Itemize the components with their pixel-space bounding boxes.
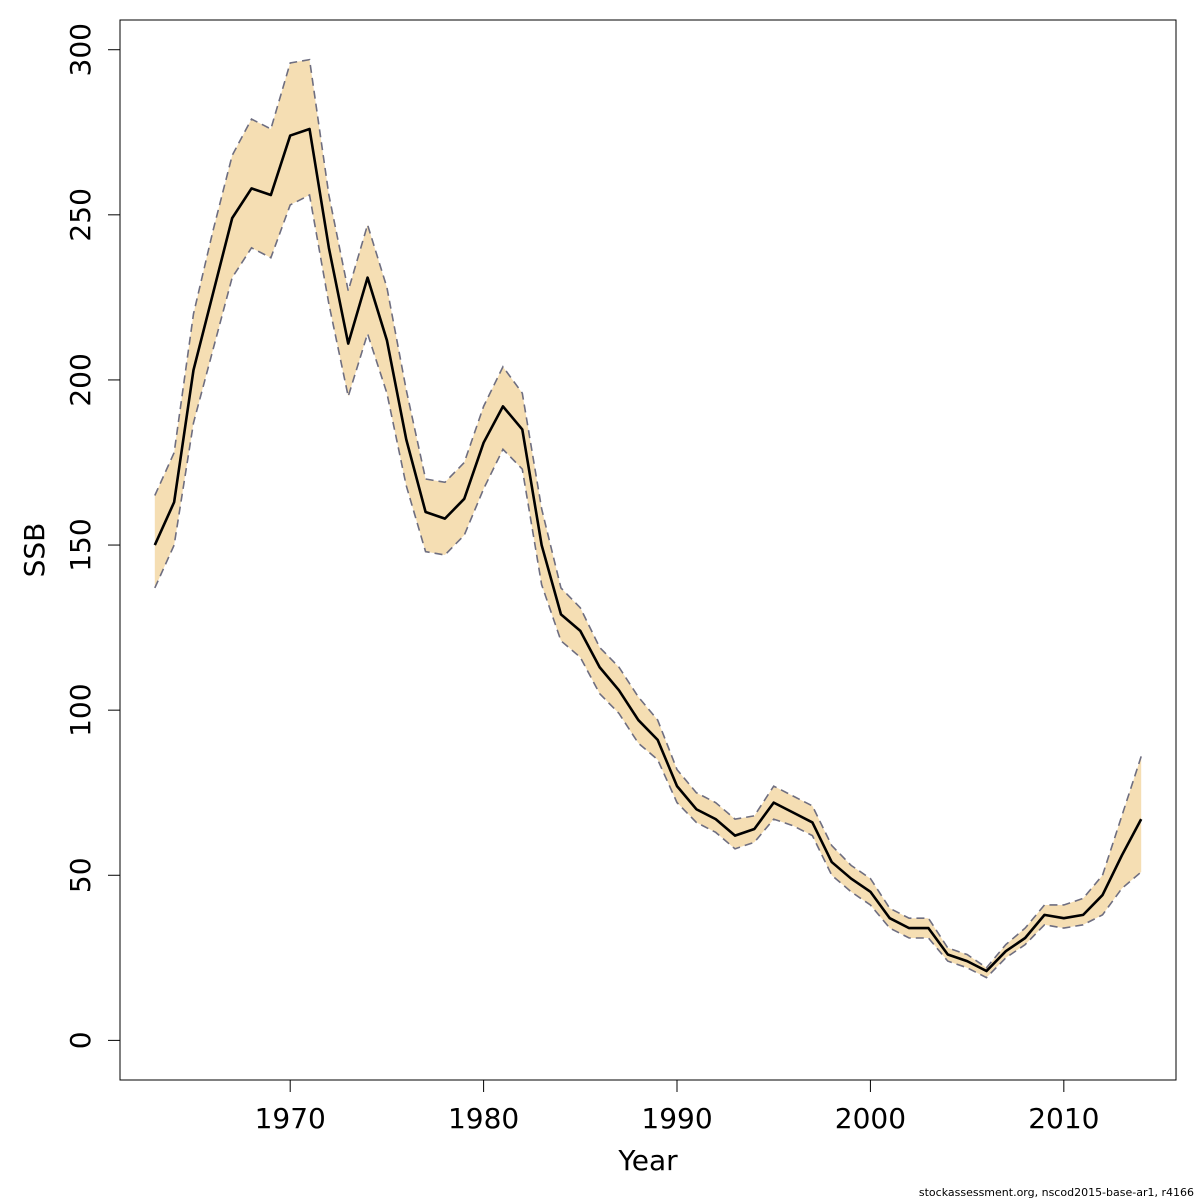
y-tick-label: 150 [64, 518, 97, 571]
y-tick-label: 50 [64, 857, 97, 893]
confidence-band [154, 59, 1142, 978]
x-tick-label: 2010 [1028, 1102, 1099, 1135]
x-tick-label: 1980 [448, 1102, 519, 1135]
x-axis-title: Year [617, 1144, 678, 1177]
y-tick-label: 0 [64, 1031, 97, 1049]
x-axis: 1970 1980 1990 2000 2010 [255, 1080, 1099, 1135]
x-tick-label: 1970 [255, 1102, 326, 1135]
y-tick-label: 300 [64, 23, 97, 76]
ssb-line [153, 127, 1143, 973]
y-axis-title: SSB [18, 523, 51, 578]
footnote: stockassessment.org, nscod2015-base-ar1,… [919, 1186, 1194, 1199]
y-tick-label: 100 [64, 683, 97, 736]
y-axis: 0 50 100 150 200 250 300 [64, 23, 120, 1049]
x-tick-label: 1990 [641, 1102, 712, 1135]
upper-bound-line [154, 58, 1142, 969]
plot-frame [119, 19, 1177, 1081]
y-tick-label: 200 [64, 353, 97, 406]
x-tick-label: 2000 [835, 1102, 906, 1135]
y-tick-label: 250 [64, 188, 97, 241]
lower-bound-line [154, 193, 1142, 979]
